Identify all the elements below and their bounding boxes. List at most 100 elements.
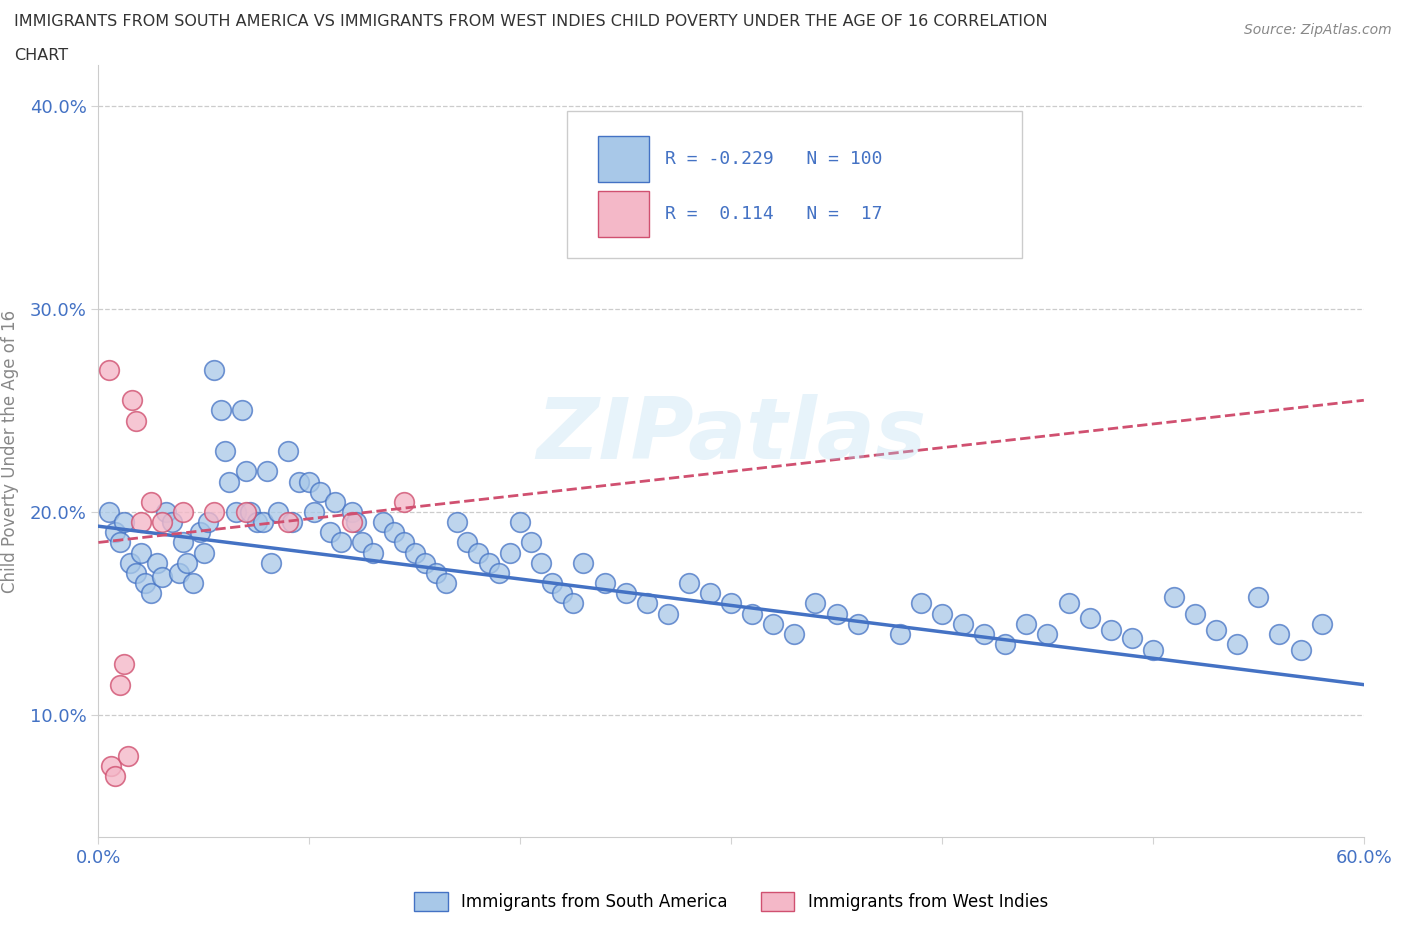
Point [467,545,489,560]
Point [319,525,342,539]
Point [218,474,240,489]
Point [214,444,236,458]
Point [129,545,152,560]
Point [252,514,274,529]
Point [1268,627,1291,642]
Point [104,768,127,783]
Point [340,505,363,520]
Point [1310,617,1333,631]
Point [1015,617,1038,631]
Point [287,474,309,489]
Point [141,495,163,510]
Point [371,514,394,529]
Point [446,514,468,529]
Point [298,474,321,489]
FancyBboxPatch shape [599,191,648,237]
Point [150,514,173,529]
Point [112,514,135,529]
Point [994,637,1017,652]
Point [235,505,257,520]
Point [281,514,304,529]
Point [104,525,127,539]
Point [1036,627,1059,642]
Point [394,495,416,510]
Point [352,535,374,550]
Point [141,586,163,601]
Point [302,505,325,520]
Point [382,525,405,539]
Point [636,596,658,611]
Text: R = -0.229   N = 100: R = -0.229 N = 100 [665,150,883,168]
Point [150,569,173,584]
Point [1057,596,1080,611]
Text: Source: ZipAtlas.com: Source: ZipAtlas.com [1244,23,1392,37]
Point [825,606,848,621]
Point [436,576,458,591]
Point [1121,631,1143,645]
Point [404,545,426,560]
Point [204,363,226,378]
Point [1289,643,1312,658]
Point [121,392,143,407]
Point [209,403,232,418]
FancyBboxPatch shape [567,112,1022,258]
Point [1184,606,1206,621]
Point [931,606,953,621]
Point [1226,637,1249,652]
Point [562,596,585,611]
Point [256,464,278,479]
Point [762,617,785,631]
Point [551,586,574,601]
Point [741,606,763,621]
Text: CHART: CHART [14,48,67,63]
Point [120,555,141,570]
Point [125,565,148,580]
Point [134,576,156,591]
Legend: Immigrants from South America, Immigrants from West Indies: Immigrants from South America, Immigrant… [415,892,1047,910]
Point [520,535,543,550]
Point [413,555,436,570]
Point [225,505,247,520]
Point [1247,590,1270,604]
Point [1078,610,1101,625]
Point [277,514,299,529]
Point [309,485,332,499]
Point [699,586,721,601]
Point [277,444,299,458]
Point [488,565,510,580]
Point [193,545,215,560]
Point [593,576,616,591]
Point [657,606,679,621]
Point [678,576,700,591]
Point [720,596,742,611]
Point [197,514,219,529]
Point [973,627,995,642]
Point [846,617,869,631]
Point [540,576,562,591]
Point [239,505,262,520]
Point [235,464,257,479]
Point [117,749,139,764]
Point [425,565,447,580]
Point [125,413,148,428]
Point [100,759,122,774]
Point [889,627,911,642]
Text: IMMIGRANTS FROM SOUTH AMERICA VS IMMIGRANTS FROM WEST INDIES CHILD POVERTY UNDER: IMMIGRANTS FROM SOUTH AMERICA VS IMMIGRA… [14,14,1047,29]
Point [204,505,226,520]
Point [1205,622,1227,637]
Point [361,545,384,560]
Point [231,403,253,418]
Point [183,576,205,591]
Y-axis label: Child Poverty Under the Age of 16: Child Poverty Under the Age of 16 [0,310,18,592]
Point [98,363,121,378]
Point [1142,643,1164,658]
Point [323,495,346,510]
Point [176,555,198,570]
Point [167,565,190,580]
Point [1163,590,1185,604]
Point [129,514,152,529]
Point [108,535,131,550]
Point [509,514,531,529]
Point [910,596,932,611]
Point [344,514,367,529]
